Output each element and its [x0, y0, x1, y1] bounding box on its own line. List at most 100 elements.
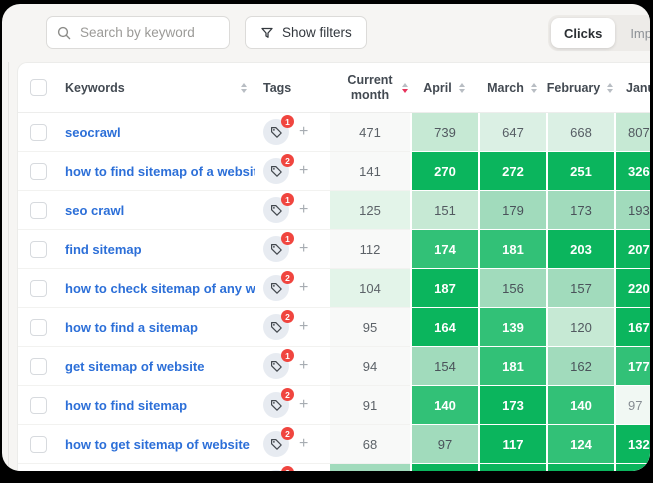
add-tag-button[interactable]: +	[299, 279, 309, 296]
tag-button[interactable]: 1	[263, 232, 294, 262]
keyword-link[interactable]: how to check sitemap of any website	[65, 280, 255, 296]
keyword-link[interactable]: find sitemap	[65, 241, 142, 257]
table-row: 2+	[18, 464, 650, 471]
tags-cell: 2+	[255, 152, 330, 191]
keyword-cell	[18, 464, 255, 471]
heatmap-cell: 132	[614, 425, 650, 464]
row-checkbox[interactable]	[30, 123, 47, 141]
keyword-cell: how to find a sitemap	[18, 308, 255, 347]
row-checkbox[interactable]	[30, 357, 47, 375]
tags-cell: 1 +	[255, 230, 330, 269]
heatmap-cell: 173	[546, 191, 614, 230]
sort-march-button[interactable]	[530, 82, 537, 93]
sort-up-icon	[607, 82, 614, 87]
keyword-link[interactable]: how to find sitemap	[65, 397, 188, 413]
tag-button[interactable]: 2	[263, 154, 294, 184]
month-header-label: April	[423, 80, 452, 95]
current-month-cell: 112	[330, 230, 410, 269]
keyword-link[interactable]: seocrawl	[65, 124, 121, 140]
sort-february-button[interactable]	[607, 82, 614, 93]
table-row: seocrawl 1 +471 739 647 668 807	[18, 113, 650, 152]
tag-icon	[270, 126, 282, 138]
heatmap-cell: 220	[614, 269, 650, 308]
tag-button[interactable]: 2	[263, 310, 294, 340]
current-month-cell	[330, 464, 410, 471]
table-row: how to get sitemap of website 2 +68 97 117 12…	[18, 425, 650, 464]
current-month-cell: 68	[330, 425, 410, 464]
sort-down-active-icon	[402, 88, 408, 93]
keyword-link[interactable]: seo crawl	[65, 202, 125, 218]
keyword-cell: how to find sitemap of a website	[18, 152, 255, 191]
add-tag-button[interactable]: +	[299, 435, 309, 452]
keyword-link[interactable]: how to find a sitemap	[65, 319, 198, 335]
sort-current-month-button[interactable]	[402, 82, 408, 93]
tag-count-badge: 2	[281, 154, 294, 167]
tag-count-badge: 2	[281, 271, 294, 284]
row-checkbox[interactable]	[30, 435, 47, 453]
heatmap-cell: 181	[478, 347, 546, 386]
tag-button[interactable]: 2	[263, 388, 294, 418]
sort-up-icon	[530, 82, 537, 87]
current-month-cell: 95	[330, 308, 410, 347]
keyword-cell: find sitemap	[18, 230, 255, 269]
heatmap-cell: 97	[614, 386, 650, 425]
tag-button[interactable]: 2	[263, 427, 294, 457]
sort-keywords-button[interactable]	[241, 82, 247, 93]
tag-count-badge: 1	[281, 115, 294, 128]
keywords-table: Keywords Tags Current month April	[17, 62, 650, 471]
show-filters-label: Show filters	[282, 25, 352, 40]
keyword-cell: seo crawl	[18, 191, 255, 230]
row-checkbox[interactable]	[30, 279, 47, 297]
tags-cell: 2+	[255, 308, 330, 347]
row-checkbox[interactable]	[30, 396, 47, 414]
add-tag-button[interactable]: +	[299, 318, 309, 335]
search-input[interactable]	[78, 24, 219, 41]
toggle-impressions[interactable]: Impressions	[630, 25, 650, 41]
heatmap-cell: 97	[410, 425, 478, 464]
heatmap-cell: 154	[410, 347, 478, 386]
tag-button[interactable]: 1	[263, 115, 294, 145]
sort-up-icon	[402, 82, 408, 87]
add-tag-button[interactable]: +	[299, 162, 309, 179]
tag-count-badge: 1	[281, 193, 294, 206]
tags-cell: 1 +	[255, 113, 330, 152]
tags-cell: 2+	[255, 464, 330, 471]
tag-button[interactable]: 1	[263, 193, 294, 223]
show-filters-button[interactable]: Show filters	[245, 16, 367, 49]
search-icon	[57, 26, 71, 39]
tag-icon	[270, 360, 282, 372]
tag-button[interactable]: 2	[263, 271, 294, 301]
tag-icon	[270, 399, 282, 411]
current-month-header-label: Current month	[347, 72, 393, 102]
keyword-cell: how to check sitemap of any website	[18, 269, 255, 308]
row-checkbox[interactable]	[30, 201, 47, 219]
select-all-checkbox[interactable]	[30, 79, 47, 96]
table-row: how to find a sitemap 2 +95 164 139 120 167	[18, 308, 650, 347]
add-tag-button[interactable]: +	[299, 240, 309, 257]
add-tag-button[interactable]: +	[299, 123, 309, 140]
heatmap-cell: 207	[614, 230, 650, 269]
sort-up-icon	[458, 82, 465, 87]
heatmap-cell: 326	[614, 152, 650, 191]
add-tag-button[interactable]: +	[299, 357, 309, 374]
tag-button[interactable]: 1	[263, 349, 294, 379]
row-checkbox[interactable]	[30, 318, 47, 336]
add-tag-button[interactable]: +	[299, 201, 309, 218]
keyword-link[interactable]: how to find sitemap of a website	[65, 163, 255, 179]
keyword-link[interactable]: get sitemap of website	[65, 358, 205, 374]
current-month-cell: 471	[330, 113, 410, 152]
sort-april-button[interactable]	[458, 82, 465, 93]
row-checkbox[interactable]	[30, 240, 47, 258]
row-checkbox[interactable]	[30, 162, 47, 180]
keyword-link[interactable]: how to get sitemap of website	[65, 436, 250, 452]
heatmap-cell: 187	[410, 269, 478, 308]
toggle-clicks[interactable]: Clicks	[551, 18, 616, 48]
month-header-cell: March	[478, 63, 546, 112]
tags-header-label: Tags	[263, 80, 292, 95]
heatmap-cell	[478, 464, 546, 471]
add-tag-button[interactable]: +	[299, 396, 309, 413]
heatmap-cell: 272	[478, 152, 546, 191]
heatmap-cell: 251	[546, 152, 614, 191]
tag-button[interactable]: 2	[263, 466, 294, 471]
keyword-cell: get sitemap of website	[18, 347, 255, 386]
